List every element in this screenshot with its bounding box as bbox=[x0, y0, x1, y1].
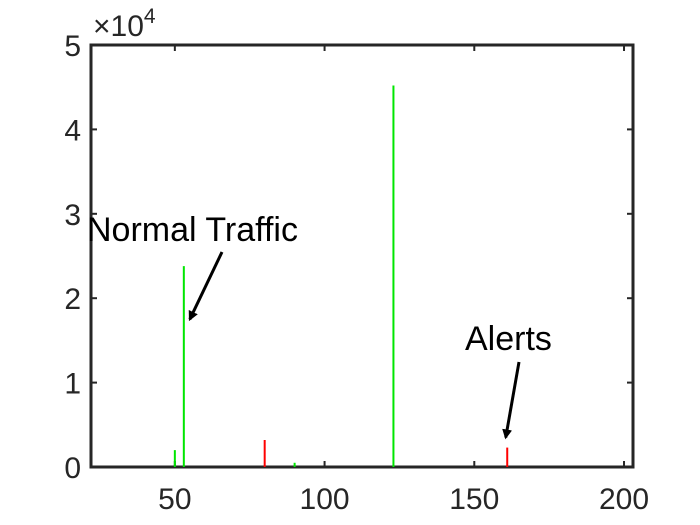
y-scale-exponent: 4 bbox=[144, 5, 156, 28]
plot-area-frame bbox=[89, 43, 635, 469]
y-tick-label-4: 4 bbox=[64, 114, 81, 147]
annotation-alerts-label: Alerts bbox=[465, 320, 552, 358]
annotation-normal-traffic-label: Normal Traffic bbox=[87, 211, 298, 249]
y-tick-label-5: 5 bbox=[64, 30, 81, 63]
y-scale-factor: ×104 bbox=[93, 5, 156, 43]
y-tick-label-1: 1 bbox=[64, 368, 81, 401]
labels-group: 50 100 150 200 0 1 2 3 4 5 bbox=[64, 30, 649, 516]
y-tick-label-2: 2 bbox=[64, 283, 81, 316]
x-tick-label-50: 50 bbox=[158, 483, 191, 516]
annotation-normal-traffic-arrow bbox=[188, 251, 224, 322]
x-tick-label-200: 200 bbox=[599, 483, 649, 516]
y-scale-base: ×10 bbox=[93, 10, 144, 43]
ticks-group bbox=[91, 44, 633, 468]
x-tick-label-100: 100 bbox=[300, 483, 350, 516]
x-tick-label-150: 150 bbox=[449, 483, 499, 516]
annotation-alerts-arrow bbox=[502, 361, 521, 440]
y-tick-label-3: 3 bbox=[64, 199, 81, 232]
y-tick-label-0: 0 bbox=[64, 452, 81, 485]
marks-group bbox=[173, 85, 509, 467]
